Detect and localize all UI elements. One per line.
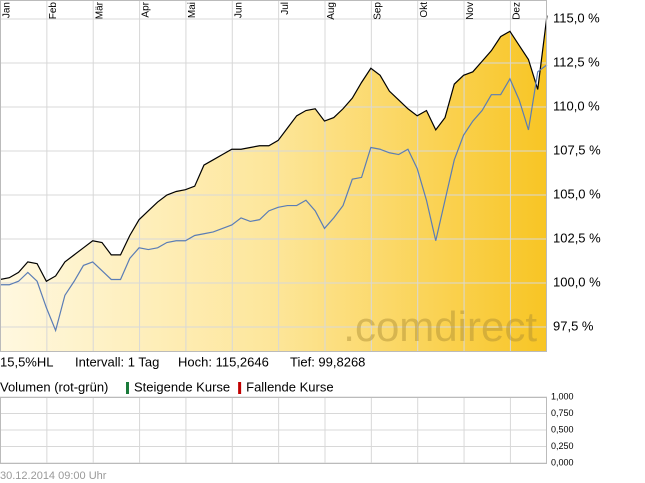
x-tick-label: Jun (233, 2, 244, 18)
x-tick-label: Nov (465, 2, 476, 20)
volume-title: Volumen (rot-grün) (0, 379, 108, 394)
info-text: Hoch: 115,2646 (178, 354, 269, 369)
legend-label: Fallende Kurse (246, 379, 333, 394)
x-tick-label: Aug (326, 2, 337, 20)
legend-swatch (238, 382, 242, 394)
x-tick-label: Sep (372, 2, 383, 20)
y-tick-label: 110,0 % (553, 98, 600, 113)
legend-label: Steigende Kurse (134, 379, 230, 394)
x-tick-label: Apr (141, 1, 152, 17)
y-tick-label: 0,750 (551, 408, 574, 418)
y-tick-label: 115,0 % (553, 10, 600, 25)
x-tick-label: Mai (187, 2, 198, 18)
x-tick-label: Feb (48, 2, 59, 20)
x-tick-label: Mär (94, 1, 105, 19)
plot-border (0, 0, 547, 352)
y-tick-label: 1,000 (551, 391, 574, 401)
volume-border (0, 397, 547, 464)
info-text: 15,5%HL (0, 354, 53, 369)
x-tick-label: Dez (512, 2, 523, 20)
y-tick-label: 0,500 (551, 424, 574, 434)
watermark: .comdirect (343, 303, 537, 350)
y-tick-label: 112,5 % (553, 54, 600, 69)
y-tick-label: 97,5 % (553, 318, 594, 333)
timestamp: 30.12.2014 09:00 Uhr (0, 470, 107, 482)
legend-swatch (126, 382, 129, 394)
x-tick-label: Jan (2, 2, 13, 18)
info-text: Intervall: 1 Tag (75, 354, 159, 369)
series-line (0, 64, 548, 333)
area (0, 15, 547, 352)
y-tick-label: 0,000 (551, 457, 574, 467)
series-line (0, 15, 548, 283)
y-tick-label: 105,0 % (553, 186, 601, 201)
y-tick-label: 102,5 % (553, 230, 601, 245)
x-tick-label: Jul (280, 2, 291, 15)
y-tick-label: 0,250 (551, 441, 574, 451)
y-tick-label: 100,0 % (553, 274, 601, 289)
x-tick-label: Okt (419, 2, 430, 18)
y-tick-label: 107,5 % (553, 142, 601, 157)
info-text: Tief: 99,8268 (290, 354, 365, 369)
